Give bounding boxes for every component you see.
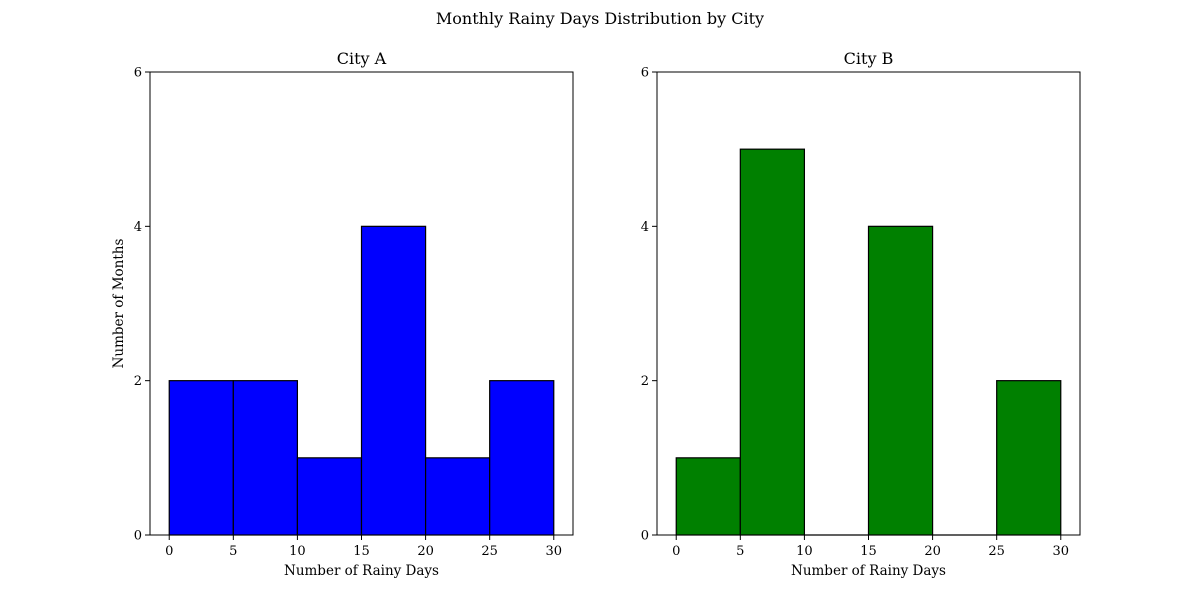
x-tick-label: 5 [229,544,237,559]
x-axis-label: Number of Rainy Days [791,563,946,579]
x-tick-label: 20 [417,544,434,559]
y-tick-label: 6 [641,66,649,81]
histogram-bar [489,380,555,536]
y-tick-label: 4 [641,220,649,235]
histogram-bar [360,225,427,536]
histogram-bar [996,380,1062,536]
y-tick-label: 0 [134,529,142,544]
chart-title: City B [844,49,894,68]
x-tick-label: 30 [1052,544,1069,559]
y-tick-label: 6 [134,66,142,81]
x-tick-label: 30 [545,544,562,559]
y-tick-label: 0 [641,529,649,544]
histogram-bar [168,380,234,536]
chart-title: City A [337,49,387,68]
x-tick-label: 0 [165,544,173,559]
chart-1: 0 5 10 15 20 25 30 0 2 4 6 City A Number of Rainy Da… [111,49,574,579]
histogram-bar [675,457,741,536]
y-axis-label: Number of Months [111,239,127,369]
x-tick-label: 25 [988,544,1005,559]
x-tick-label: 10 [289,544,306,559]
x-tick-label: 15 [353,544,370,559]
x-tick-label: 0 [672,544,680,559]
figure-title: Monthly Rainy Days Distribution by City [436,9,764,28]
histogram-bar [296,457,363,536]
histogram-bar [232,380,299,536]
histogram-bar [424,457,491,536]
histogram-bar [867,225,934,536]
y-tick-label: 2 [641,374,649,389]
x-tick-label: 25 [481,544,498,559]
y-tick-label: 4 [134,220,142,235]
histogram-bar [739,148,806,536]
chart-2: 0 5 10 15 20 25 30 0 2 4 6 City B Number of Rainy Da… [641,49,1081,579]
x-tick-label: 20 [924,544,941,559]
x-tick-label: 5 [736,544,744,559]
y-tick-label: 2 [134,374,142,389]
x-tick-label: 10 [796,544,813,559]
x-axis-label: Number of Rainy Days [284,563,439,579]
x-tick-label: 15 [860,544,877,559]
